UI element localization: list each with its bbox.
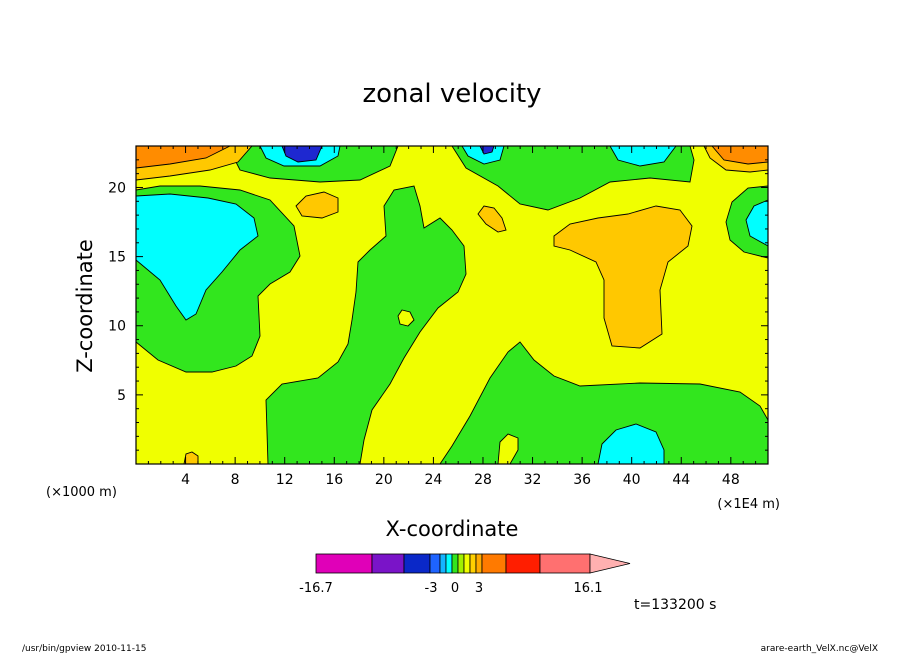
y-tick-label: 20 (108, 180, 126, 196)
contour-yellow-island-a (397, 309, 415, 327)
colorbar-label-zero: 0 (451, 581, 459, 596)
contour-blue-top (281, 146, 323, 163)
colorbar-labels: -16.7 -3 0 3 16.1 (299, 581, 602, 596)
footer-right: arare-earth_VelX.nc@VelX (761, 644, 878, 654)
y-tick-label: 5 (117, 388, 126, 404)
contour-plot-area (136, 146, 768, 464)
colorbar-segment (315, 553, 373, 574)
time-label: t=133200 s (634, 597, 716, 613)
contour-darkorange-topright (711, 146, 768, 165)
colorbar-segment (403, 553, 431, 574)
contour-yellow-island-b (497, 433, 519, 464)
contour-orange-right (553, 205, 693, 349)
contour-cyan-top-right (461, 146, 505, 165)
colorbar-segment (475, 553, 483, 574)
y-axis-label: Z-coordinate (73, 239, 97, 373)
contour-cyan-bottom (597, 423, 665, 464)
x-tick-label: 44 (672, 472, 690, 488)
colorbar-segment (457, 553, 465, 574)
x-axis-label: X-coordinate (386, 517, 519, 541)
footer-left: /usr/bin/gpview 2010-11-15 (22, 644, 146, 654)
colorbar-label-max: 16.1 (574, 581, 603, 596)
y-tick-label: 15 (108, 250, 126, 266)
x-axis-ticks: 4 8 12 16 20 24 28 32 36 40 44 48 (147, 146, 757, 488)
x-tick-label: 36 (573, 472, 591, 488)
x-tick-label: 12 (276, 472, 294, 488)
y-tick-label: 10 (108, 319, 126, 335)
plot-frame (135, 145, 769, 465)
x-tick-label: 16 (325, 472, 343, 488)
x-unit-right: (×1E4 m) (717, 497, 780, 512)
contour-orange-small-a (295, 191, 339, 219)
colorbar-segment (451, 553, 459, 574)
colorbar-segment (463, 553, 471, 574)
colorbar-segment (445, 553, 453, 574)
x-tick-label: 32 (524, 472, 542, 488)
contour-orange-small-c (183, 451, 199, 464)
contour-cyan-top-right-2 (609, 146, 677, 167)
contour-darkorange-topleft (136, 146, 231, 169)
colorbar-segment (505, 553, 541, 574)
colorbar-segment (429, 553, 441, 574)
contour-cyan-right-edge (745, 199, 768, 247)
chart-title: zonal velocity (362, 79, 541, 109)
colorbar-segment (481, 553, 507, 574)
x-unit-left: (×1000 m) (46, 485, 117, 500)
contour-green-bottom-right (439, 341, 768, 464)
colorbar-label-min: -16.7 (299, 581, 333, 596)
colorbar-label-pos3: 3 (475, 581, 483, 596)
colorbar-label-neg3: -3 (425, 581, 438, 596)
x-tick-label: 4 (181, 472, 190, 488)
contour-cyan-left (136, 193, 259, 321)
contour-green-bottom (265, 185, 467, 464)
x-tick-label: 8 (231, 472, 240, 488)
colorbar-segment (371, 553, 405, 574)
colorbar-segment (469, 553, 477, 574)
x-tick-label: 40 (623, 472, 641, 488)
x-tick-label: 20 (375, 472, 393, 488)
colorbar-arrow (589, 553, 631, 574)
colorbar (315, 553, 631, 574)
x-tick-label: 48 (722, 472, 740, 488)
y-axis-ticks: 5 10 15 20 (108, 159, 768, 451)
colorbar-segment (539, 553, 591, 574)
x-tick-label: 28 (474, 472, 492, 488)
x-tick-label: 24 (424, 472, 442, 488)
contour-orange-small-b (477, 205, 507, 233)
colorbar-segment (439, 553, 447, 574)
